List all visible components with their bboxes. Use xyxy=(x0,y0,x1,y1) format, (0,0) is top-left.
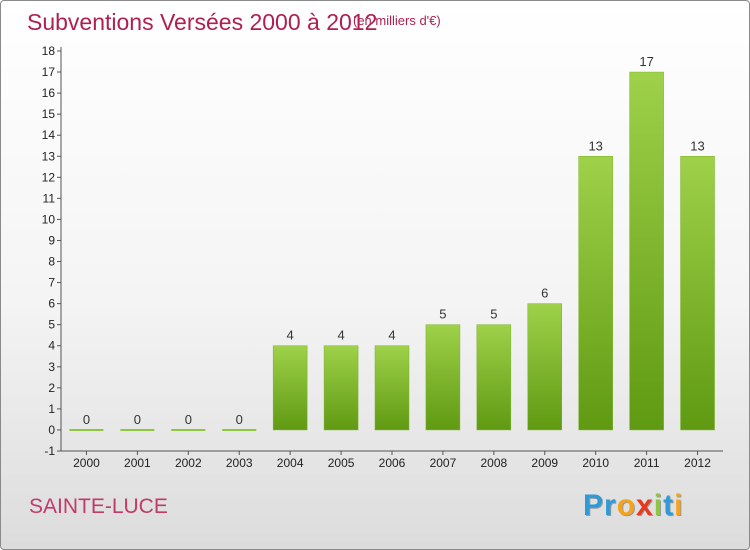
x-tick-label: 2007 xyxy=(430,456,457,470)
y-tick-label: 11 xyxy=(43,191,56,205)
y-tick-label: 5 xyxy=(48,318,55,332)
y-tick-label: 0 xyxy=(48,423,55,437)
bar-2007 xyxy=(425,324,461,431)
logo-letter: i xyxy=(674,489,684,522)
y-tick-label: 16 xyxy=(42,86,56,100)
bar-2012 xyxy=(680,156,715,431)
x-tick-label: 2012 xyxy=(684,456,711,470)
bars xyxy=(69,71,715,431)
y-tick-label: 1 xyxy=(48,402,55,416)
data-label: 5 xyxy=(439,307,446,322)
y-tick-label: 6 xyxy=(48,297,55,311)
y-tick-label: 15 xyxy=(42,107,56,121)
x-tick-label: 2008 xyxy=(480,456,507,470)
data-label: 0 xyxy=(236,412,243,427)
data-label: 4 xyxy=(337,328,344,343)
y-tick-label: 9 xyxy=(48,233,55,247)
y-tick-label: 3 xyxy=(48,360,55,374)
y-tick-label: 4 xyxy=(48,339,55,353)
data-label: 0 xyxy=(134,412,141,427)
y-tick-label: 18 xyxy=(42,44,56,58)
x-tick-label: 2004 xyxy=(277,456,304,470)
commune-name: SAINTE-LUCE xyxy=(29,495,168,518)
y-tick-label: 10 xyxy=(42,212,56,226)
x-tick-label: 2009 xyxy=(531,456,558,470)
logo-letter: i xyxy=(653,489,664,522)
data-label: 0 xyxy=(185,412,192,427)
bar-2009 xyxy=(527,303,563,431)
data-label: 0 xyxy=(83,412,90,427)
data-label: 5 xyxy=(490,307,497,322)
x-tick-label: 2002 xyxy=(175,456,202,470)
x-tick-label: 2001 xyxy=(124,456,151,470)
data-label: 4 xyxy=(287,328,294,343)
x-tick-label: 2003 xyxy=(226,456,253,470)
y-tick-label: 7 xyxy=(48,276,55,290)
bar-2005 xyxy=(323,345,359,431)
y-tick-label: 13 xyxy=(42,149,56,163)
logo-letter: x xyxy=(636,489,654,522)
bar-2010 xyxy=(578,156,613,431)
chart-title: Subventions Versées 2000 à 2012 xyxy=(27,9,378,35)
x-tick-label: 2005 xyxy=(328,456,355,470)
y-tick-label: 17 xyxy=(42,65,56,79)
x-tick-label: 2000 xyxy=(73,456,100,470)
bar-2004 xyxy=(272,345,308,431)
bar-2006 xyxy=(374,345,410,431)
logo-letter: r xyxy=(604,489,617,522)
bar-2008 xyxy=(476,324,512,431)
data-label: 6 xyxy=(541,286,548,301)
data-label: 13 xyxy=(690,138,704,153)
logo-letter: P xyxy=(583,489,605,522)
logo-letter: t xyxy=(663,489,675,522)
y-tick-label: 2 xyxy=(48,381,55,395)
y-tick-label: 12 xyxy=(42,170,56,184)
x-tick-label: 2006 xyxy=(379,456,406,470)
data-label: 4 xyxy=(388,328,395,343)
bar-2011 xyxy=(629,71,664,431)
data-label: 17 xyxy=(639,54,653,69)
x-tick-label: 2011 xyxy=(634,456,660,470)
y-tick-label: 14 xyxy=(42,128,56,142)
data-label: 13 xyxy=(588,138,602,153)
y-tick-label: 8 xyxy=(48,255,55,269)
data-labels: 0 0 0 0 4 4 4 5 5 6 13 17 13 xyxy=(83,54,705,427)
chart-subtitle: (en milliers d'€) xyxy=(353,13,441,28)
x-tick-label: 2010 xyxy=(582,456,609,470)
proxiti-logo: Proxiti xyxy=(583,489,683,523)
logo-letter: o xyxy=(616,489,637,522)
y-tick-label: -1 xyxy=(44,444,55,458)
